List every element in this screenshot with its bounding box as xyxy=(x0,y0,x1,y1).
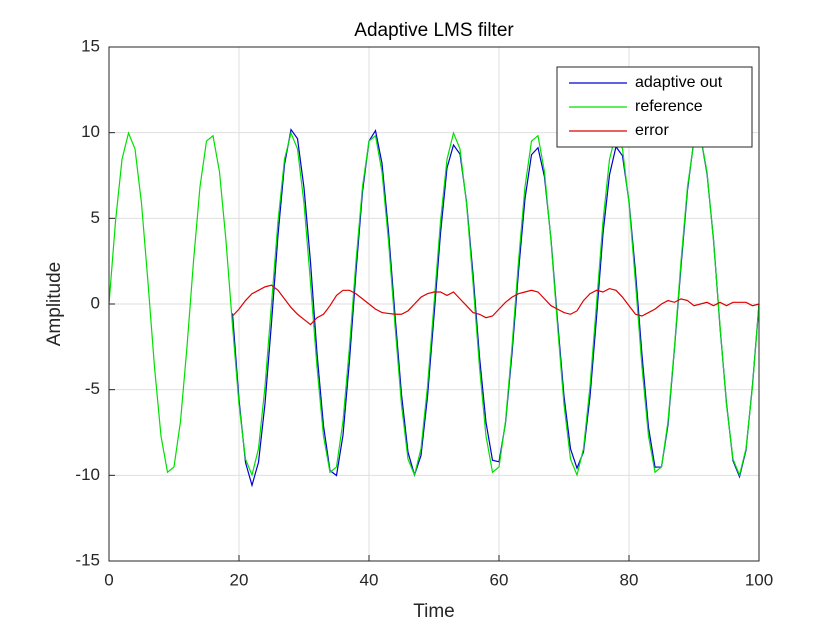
x-tick-label: 80 xyxy=(620,570,639,589)
y-tick-label: -15 xyxy=(75,550,100,569)
legend: adaptive out reference error xyxy=(556,66,753,148)
y-tick-label: -10 xyxy=(75,465,100,484)
x-tick-label: 20 xyxy=(230,570,249,589)
series-line xyxy=(232,284,760,326)
y-tick-label: 10 xyxy=(81,122,100,141)
series-line xyxy=(108,131,760,477)
x-axis-title: Time xyxy=(413,601,455,622)
legend-label: reference xyxy=(635,98,703,115)
axes-box xyxy=(108,46,760,562)
legend-label: adaptive out xyxy=(635,74,723,91)
y-tick-label: 5 xyxy=(91,208,100,227)
y-tick-label: 15 xyxy=(81,36,100,55)
y-tick-label: 0 xyxy=(91,293,100,312)
x-tick-label: 40 xyxy=(360,570,379,589)
chart-title: Adaptive LMS filter xyxy=(354,20,514,41)
x-tick-label: 60 xyxy=(490,570,509,589)
x-tick-label: 100 xyxy=(745,570,773,589)
y-axis-title: Amplitude xyxy=(44,262,65,347)
x-tick-label: 0 xyxy=(104,570,113,589)
legend-label: error xyxy=(635,122,669,139)
y-tick-label: -5 xyxy=(85,379,100,398)
